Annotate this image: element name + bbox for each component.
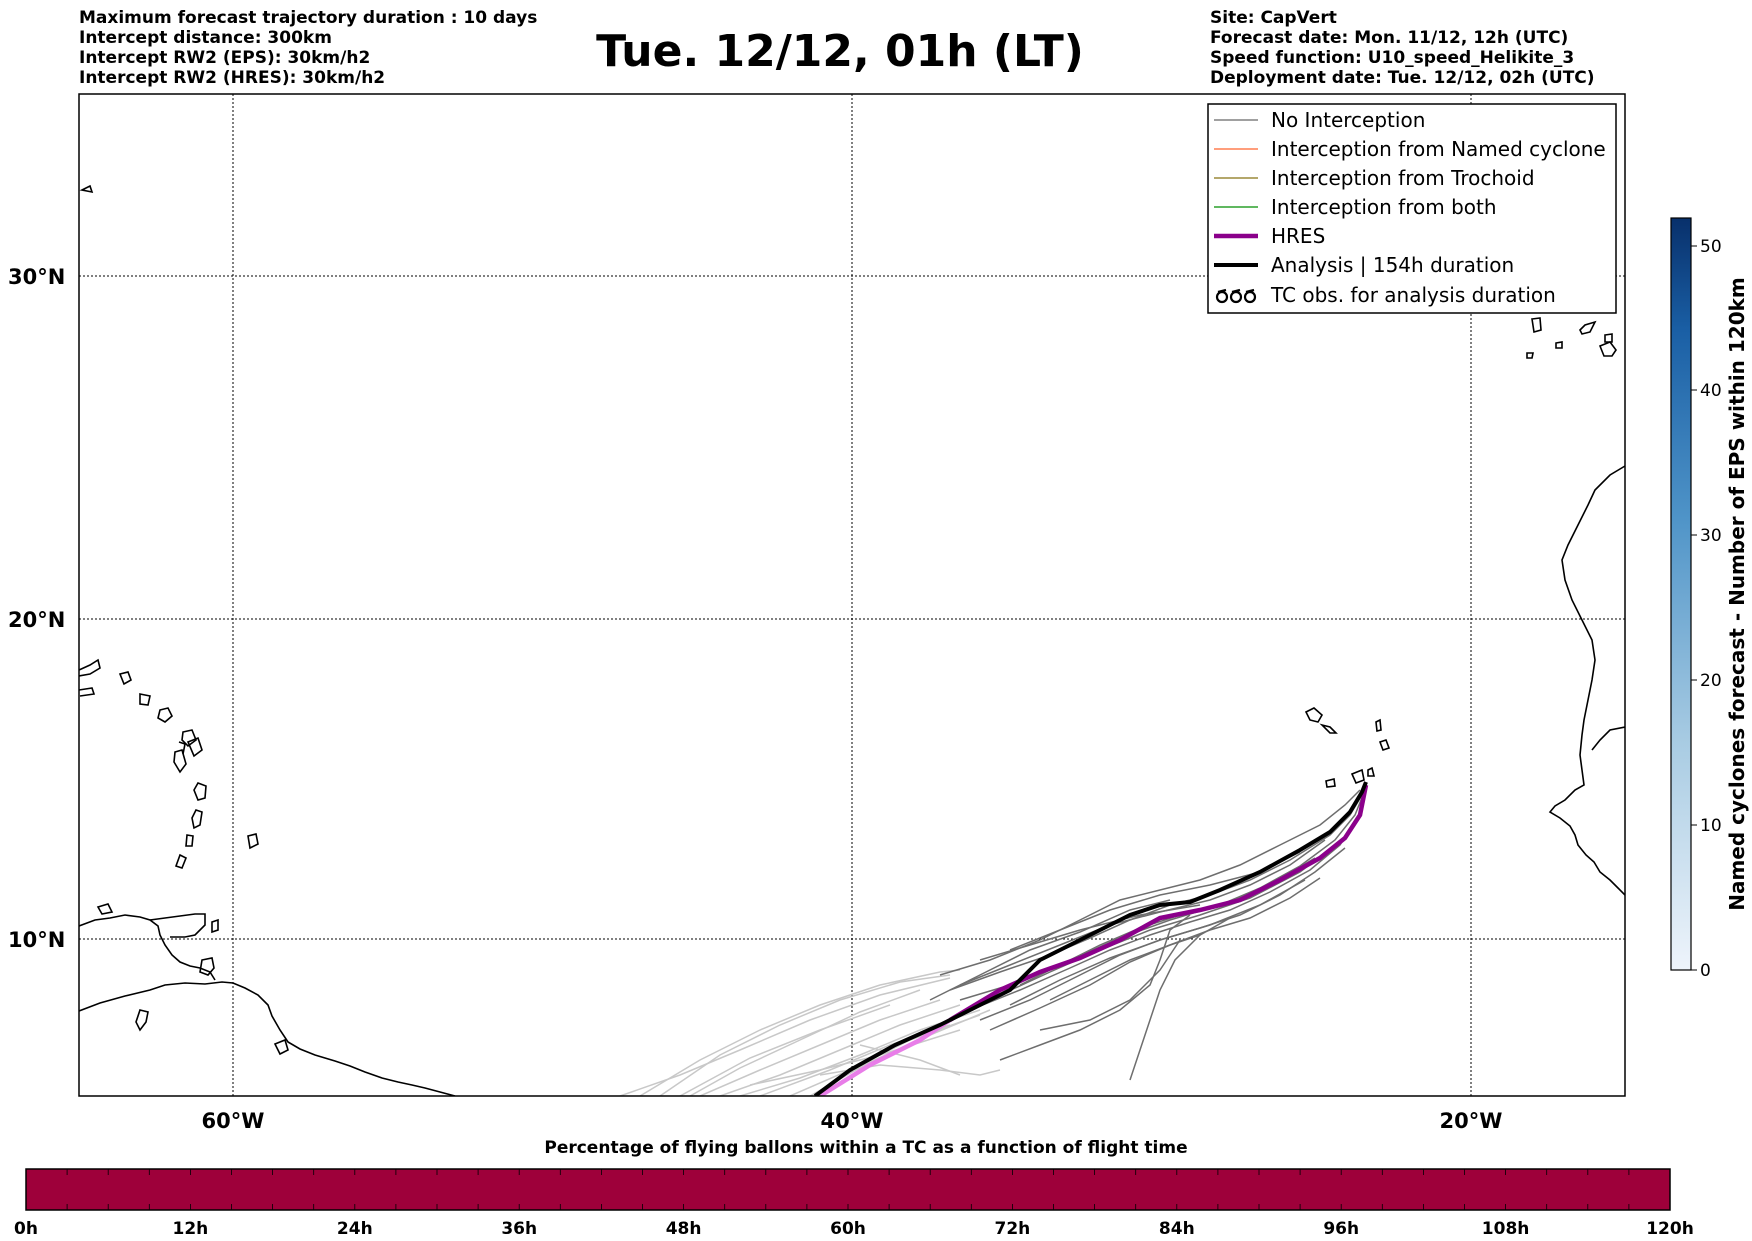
flight-time-tick-label: 24h	[337, 1219, 373, 1239]
lon-label-60w: 60°W	[202, 1109, 265, 1133]
page-title: Tue. 12/12, 01h (LT)	[596, 26, 1084, 77]
legend-item-both: Interception from both	[1271, 195, 1497, 219]
flight-time-tick-label: 12h	[173, 1219, 209, 1239]
hres-trajectory	[818, 1018, 952, 1096]
africa-coast	[1548, 465, 1625, 896]
intercept-hres-text: Intercept RW2 (HRES): 30km/h2	[79, 68, 386, 88]
colorbar-tick-50: 50	[1700, 237, 1722, 257]
flight-time-tick-label: 72h	[995, 1219, 1031, 1239]
flight-time-tick-label: 48h	[666, 1219, 702, 1239]
canary-islands	[1579, 320, 1597, 335]
south-america-coast	[79, 981, 456, 1096]
speed-function-text: Speed function: U10_speed_Helikite_3	[1210, 48, 1575, 68]
lat-label-20n: 20°N	[8, 608, 65, 632]
flight-time-tick-label: 84h	[1159, 1219, 1195, 1239]
intercept-distance-text: Intercept distance: 300km	[79, 28, 332, 48]
header-right-info: Site: CapVert Forecast date: Mon. 11/12,…	[1210, 8, 1595, 88]
deployment-date-text: Deployment date: Tue. 12/12, 02h (UTC)	[1210, 68, 1595, 88]
forecast-date-text: Forecast date: Mon. 11/12, 12h (UTC)	[1210, 28, 1569, 48]
colorbar-label: Named cyclones forecast - Number of EPS …	[1725, 277, 1749, 911]
flight-time-bar: Percentage of flying ballons within a TC…	[14, 1138, 1694, 1239]
legend-item-named-cyclone: Interception from Named cyclone	[1271, 137, 1606, 161]
coastlines	[79, 184, 1625, 1096]
flight-time-tick-label: 120h	[1646, 1219, 1694, 1239]
cyclone-colorbar: 0 10 20 30 40 50 Named cyclones forecast…	[1670, 217, 1749, 981]
analysis-trajectory	[813, 781, 1368, 1096]
legend-item-hres: HRES	[1271, 224, 1325, 248]
tc-obs-icon	[1215, 288, 1257, 304]
trinidad	[199, 957, 215, 976]
colorbar-tick-10: 10	[1700, 816, 1722, 836]
flight-time-tick-label: 108h	[1482, 1219, 1530, 1239]
colorbar-tick-20: 20	[1700, 671, 1722, 691]
max-duration-text: Maximum forecast trajectory duration : 1…	[79, 8, 538, 28]
map-frame	[78, 93, 1626, 1097]
header-left-info: Maximum forecast trajectory duration : 1…	[79, 8, 537, 88]
lon-label-20w: 20°W	[1440, 1109, 1503, 1133]
flight-time-bar-fill	[25, 1168, 1671, 1211]
site-text: Site: CapVert	[1210, 8, 1337, 28]
lat-label-10n: 10°N	[8, 928, 65, 952]
map-panel	[78, 93, 1626, 1097]
legend-item-tc-obs: TC obs. for analysis duration	[1270, 283, 1556, 307]
trajectories	[619, 781, 1369, 1096]
colorbar-gradient	[1670, 217, 1692, 971]
lesser-antilles	[181, 729, 197, 748]
lon-label-40w: 40°W	[821, 1109, 884, 1133]
legend-item-no-interception: No Interception	[1271, 108, 1425, 132]
legend: No Interception Interception from Named …	[1207, 103, 1617, 314]
intercept-eps-text: Intercept RW2 (EPS): 30km/h2	[79, 48, 371, 68]
flight-time-bar-title: Percentage of flying ballons within a TC…	[544, 1138, 1187, 1158]
legend-item-analysis: Analysis | 154h duration	[1271, 253, 1514, 277]
legend-box	[1207, 103, 1617, 314]
legend-item-trochoid: Interception from Trochoid	[1271, 166, 1535, 190]
cape-verde-islands	[1304, 707, 1324, 723]
lat-label-30n: 30°N	[8, 265, 65, 289]
flight-time-tick-label: 96h	[1323, 1219, 1359, 1239]
venezuela-coast	[79, 914, 216, 981]
flight-time-tick-label: 36h	[501, 1219, 537, 1239]
colorbar-tick-0: 0	[1700, 961, 1711, 981]
colorbar-tick-30: 30	[1700, 526, 1722, 546]
flight-time-tick-label: 0h	[14, 1219, 38, 1239]
colorbar-tick-40: 40	[1700, 381, 1722, 401]
flight-time-tick-label: 60h	[830, 1219, 866, 1239]
